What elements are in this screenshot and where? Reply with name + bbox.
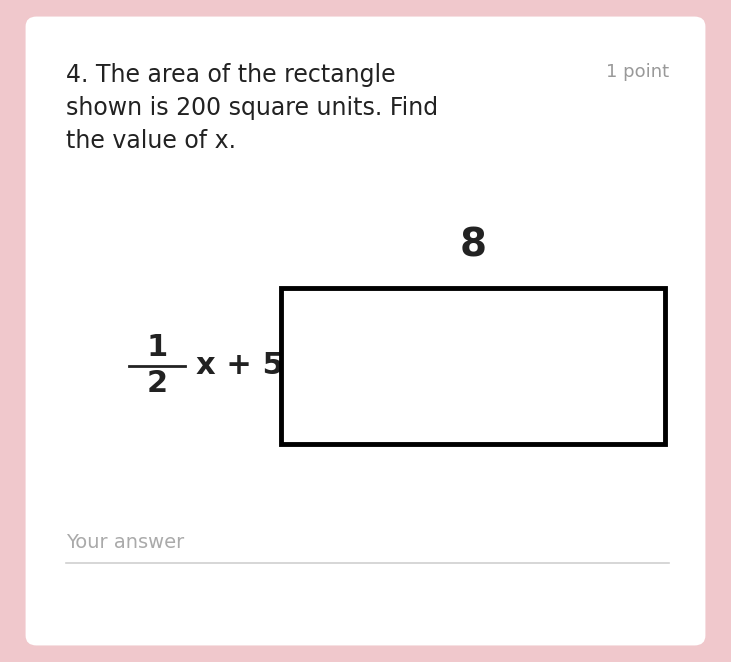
Bar (281, 288, 665, 444)
Text: 8: 8 (460, 227, 487, 265)
Text: shown is 200 square units. Find: shown is 200 square units. Find (66, 96, 438, 120)
Text: 1: 1 (146, 334, 168, 363)
Text: x + 5: x + 5 (196, 352, 284, 380)
Text: Your answer: Your answer (66, 533, 184, 552)
FancyBboxPatch shape (26, 17, 705, 645)
Text: 2: 2 (147, 369, 167, 398)
Text: 4. The area of the rectangle: 4. The area of the rectangle (66, 63, 395, 87)
Text: 1 point: 1 point (606, 63, 669, 81)
Text: the value of x.: the value of x. (66, 129, 236, 153)
